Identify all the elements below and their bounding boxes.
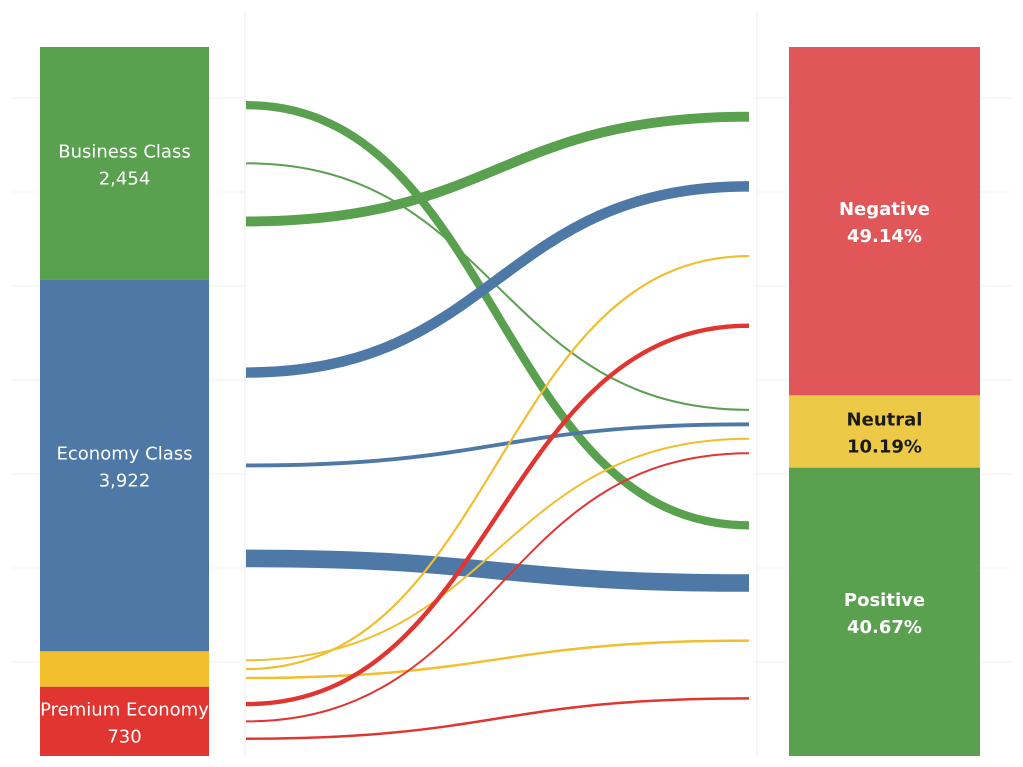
target-node-negative bbox=[789, 47, 980, 396]
flow-ribbon-economy-to-negative bbox=[245, 181, 750, 378]
source-node-premium_plus bbox=[40, 651, 209, 687]
source-value: 730 bbox=[107, 726, 141, 747]
flow-ribbon-economy-to-neutral bbox=[245, 422, 750, 468]
flow-ribbon-premium_plus-to-neutral bbox=[245, 437, 750, 662]
flow-ribbon-business-to-negative bbox=[245, 111, 750, 227]
flow-ribbon-business-to-positive bbox=[245, 101, 750, 530]
source-label: Economy Class bbox=[57, 443, 193, 464]
source-label: Premium Economy bbox=[40, 699, 209, 720]
target-value: 10.19% bbox=[847, 437, 922, 458]
flow-ribbon-business-to-neutral bbox=[245, 162, 750, 411]
flow-ribbons bbox=[245, 101, 750, 740]
source-value: 2,454 bbox=[99, 168, 151, 189]
target-value: 49.14% bbox=[847, 226, 922, 247]
target-node-neutral bbox=[789, 395, 980, 468]
flow-ribbon-premium_plus-to-negative bbox=[245, 254, 750, 671]
source-nodes: Business Class 2,454 Economy Class 3,922 Pre… bbox=[40, 47, 209, 756]
target-value: 40.67% bbox=[847, 617, 922, 638]
flow-ribbon-premium-to-neutral bbox=[245, 452, 750, 723]
source-value: 3,922 bbox=[99, 470, 151, 491]
source-node-business bbox=[40, 47, 209, 280]
flow-ribbon-premium-to-positive bbox=[245, 697, 750, 740]
flow-ribbon-premium-to-negative bbox=[245, 323, 750, 707]
target-nodes: Negative 49.14% Neutral 10.19% Positive 40.67… bbox=[789, 47, 980, 756]
flow-ribbon-economy-to-positive bbox=[245, 549, 750, 592]
source-label: Business Class bbox=[58, 141, 190, 162]
target-node-positive bbox=[789, 467, 980, 756]
target-label: Neutral bbox=[847, 410, 923, 431]
flow-ribbon-premium_plus-to-positive bbox=[245, 639, 750, 680]
target-label: Negative bbox=[839, 199, 930, 220]
middle-panel bbox=[245, 12, 757, 756]
source-node-premium bbox=[40, 686, 209, 756]
target-label: Positive bbox=[844, 590, 925, 611]
source-node-economy bbox=[40, 279, 209, 652]
